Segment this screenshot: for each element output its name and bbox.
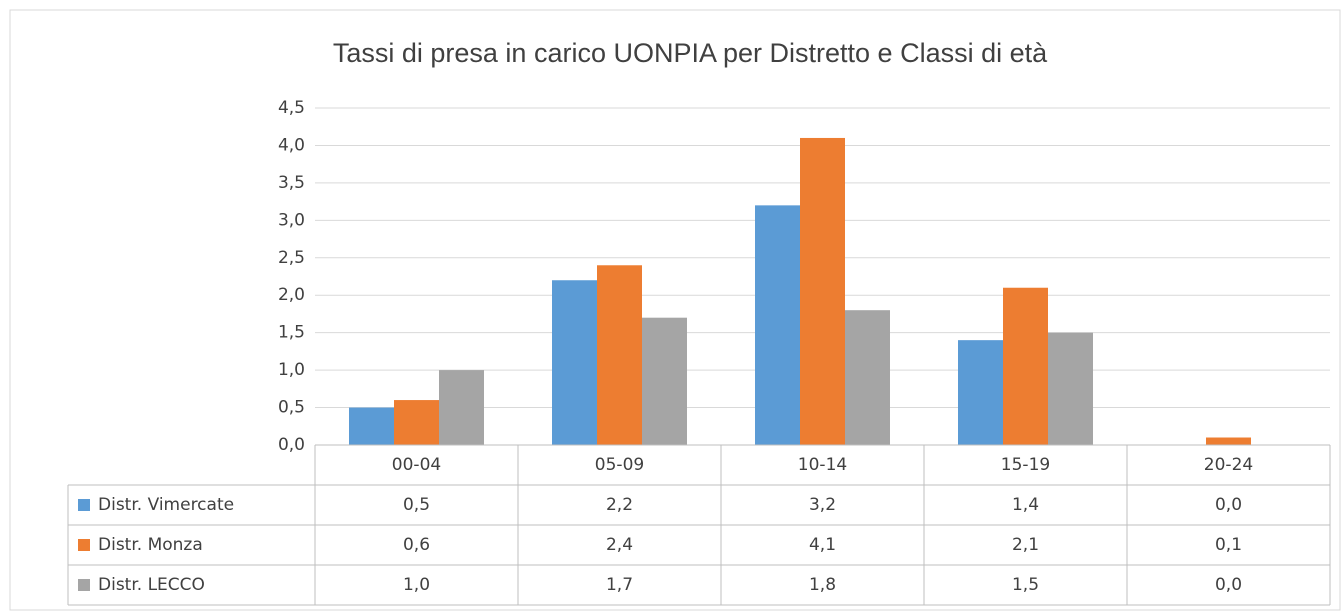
bar xyxy=(958,340,1003,445)
bar xyxy=(439,370,484,445)
legend-swatch xyxy=(78,539,90,551)
chart-frame xyxy=(9,9,1341,611)
table-cell: 0,0 xyxy=(1215,575,1242,595)
y-tick-label: 4,0 xyxy=(278,135,305,155)
table-cell: 2,4 xyxy=(606,535,633,555)
bar xyxy=(552,280,597,445)
x-tick-label: 00-04 xyxy=(392,455,441,475)
legend-label: Distr. LECCO xyxy=(98,575,205,595)
table-cell: 0,6 xyxy=(403,535,430,555)
y-tick-label: 1,0 xyxy=(278,360,305,380)
bar xyxy=(1003,287,1048,445)
bar xyxy=(845,310,890,445)
table-cell: 2,2 xyxy=(606,495,633,515)
bar xyxy=(755,205,800,445)
table-cell: 1,8 xyxy=(809,575,836,595)
table-cell: 3,2 xyxy=(809,495,836,515)
table-cell: 1,7 xyxy=(606,575,633,595)
bar xyxy=(1048,332,1093,445)
y-tick-label: 0,0 xyxy=(278,435,305,455)
x-tick-label: 10-14 xyxy=(798,455,847,475)
y-tick-label: 3,5 xyxy=(278,173,305,193)
table-cell: 1,5 xyxy=(1012,575,1039,595)
y-tick-label: 4,5 xyxy=(278,98,305,118)
x-tick-label: 15-19 xyxy=(1001,455,1050,475)
bar xyxy=(394,400,439,445)
y-tick-label: 0,5 xyxy=(278,398,305,418)
bar xyxy=(597,265,642,445)
table-cell: 0,0 xyxy=(1215,495,1242,515)
legend-label: Distr. Vimercate xyxy=(98,495,234,515)
y-tick-label: 3,0 xyxy=(278,210,305,230)
x-tick-label: 05-09 xyxy=(595,455,644,475)
legend-swatch xyxy=(78,579,90,591)
table-cell: 1,0 xyxy=(403,575,430,595)
table-cell: 4,1 xyxy=(809,535,836,555)
y-tick-label: 1,5 xyxy=(278,323,305,343)
chart-title: Tassi di presa in carico UONPIA per Dist… xyxy=(333,38,1048,68)
x-tick-label: 20-24 xyxy=(1204,455,1253,475)
y-tick-label: 2,0 xyxy=(278,285,305,305)
bar xyxy=(349,407,394,445)
table-cell: 2,1 xyxy=(1012,535,1039,555)
bar xyxy=(1206,437,1251,445)
bar xyxy=(800,137,845,445)
legend-swatch xyxy=(78,499,90,511)
bar xyxy=(642,317,687,445)
y-tick-label: 2,5 xyxy=(278,248,305,268)
legend-label: Distr. Monza xyxy=(98,535,203,555)
table-cell: 0,5 xyxy=(403,495,430,515)
table-cell: 0,1 xyxy=(1215,535,1242,555)
table-cell: 1,4 xyxy=(1012,495,1039,515)
